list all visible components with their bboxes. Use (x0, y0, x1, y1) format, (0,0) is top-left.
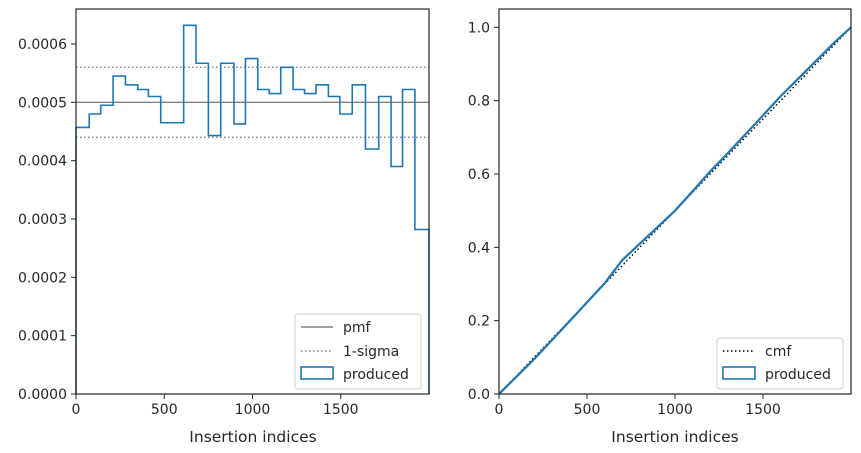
produced-cumulative-line (498, 26, 852, 395)
pmf-y-tick-label: 0.0004 (18, 154, 67, 170)
pmf-x-tick-label: 1500 (323, 402, 359, 418)
cmf-legend: cmf produced (716, 337, 844, 390)
pmf-x-tick-label: 500 (151, 402, 178, 418)
cmf-y-tick-label: 0.8 (468, 94, 490, 110)
pmf-y-tick-label: 0.0003 (18, 212, 67, 228)
pmf-x-tick-label: 0 (72, 402, 81, 418)
cmf-x-axis-label: Insertion indices (611, 428, 738, 446)
cmf-y-tick-label: 0.6 (468, 167, 490, 183)
legend-produced-label: produced (765, 367, 831, 383)
produced-histogram (75, 24, 430, 394)
pmf-y-tick-label: 0.0001 (18, 329, 67, 345)
legend-produced-swatch (300, 366, 334, 380)
pmf-panel: 0 500 1000 1500 0.0000 0.0001 0.0002 0.0003 0.00… (18, 8, 430, 446)
cmf-y-tick-label: 1.0 (468, 20, 490, 36)
cmf-y-tick-label: 0.4 (468, 240, 490, 256)
cmf-x-tick-label: 1500 (745, 402, 781, 418)
legend-cmf-label: cmf (765, 344, 792, 360)
cmf-y-tick-label: 0.2 (468, 314, 490, 330)
legend-sigma-label: 1-sigma (343, 344, 399, 360)
pmf-legend-box (294, 313, 422, 390)
legend-produced-swatch (722, 366, 756, 380)
legend-pmf-label: pmf (343, 320, 372, 336)
cmf-x-tick-label: 1000 (657, 402, 693, 418)
pmf-y-tick-label: 0.0006 (18, 37, 67, 53)
pmf-y-tick-label: 0.0002 (18, 270, 67, 286)
cmf-x-tick-label: 500 (574, 402, 601, 418)
pmf-legend: pmf 1-sigma produced (294, 313, 422, 390)
cmf-plot-frame (498, 8, 852, 395)
pmf-x-tick-label: 1000 (235, 402, 271, 418)
legend-produced-label: produced (343, 367, 409, 383)
pmf-y-tick-label: 0.0000 (18, 387, 67, 403)
cmf-panel: 0 500 1000 1500 0.0 0.2 0.4 0.6 0.8 1.0 Insertion… (468, 8, 852, 446)
pmf-y-tick-label: 0.0005 (18, 95, 67, 111)
cmf-x-tick-label: 0 (495, 402, 504, 418)
pmf-x-axis-label: Insertion indices (189, 428, 316, 446)
cmf-y-tick-label: 0.0 (468, 387, 490, 403)
